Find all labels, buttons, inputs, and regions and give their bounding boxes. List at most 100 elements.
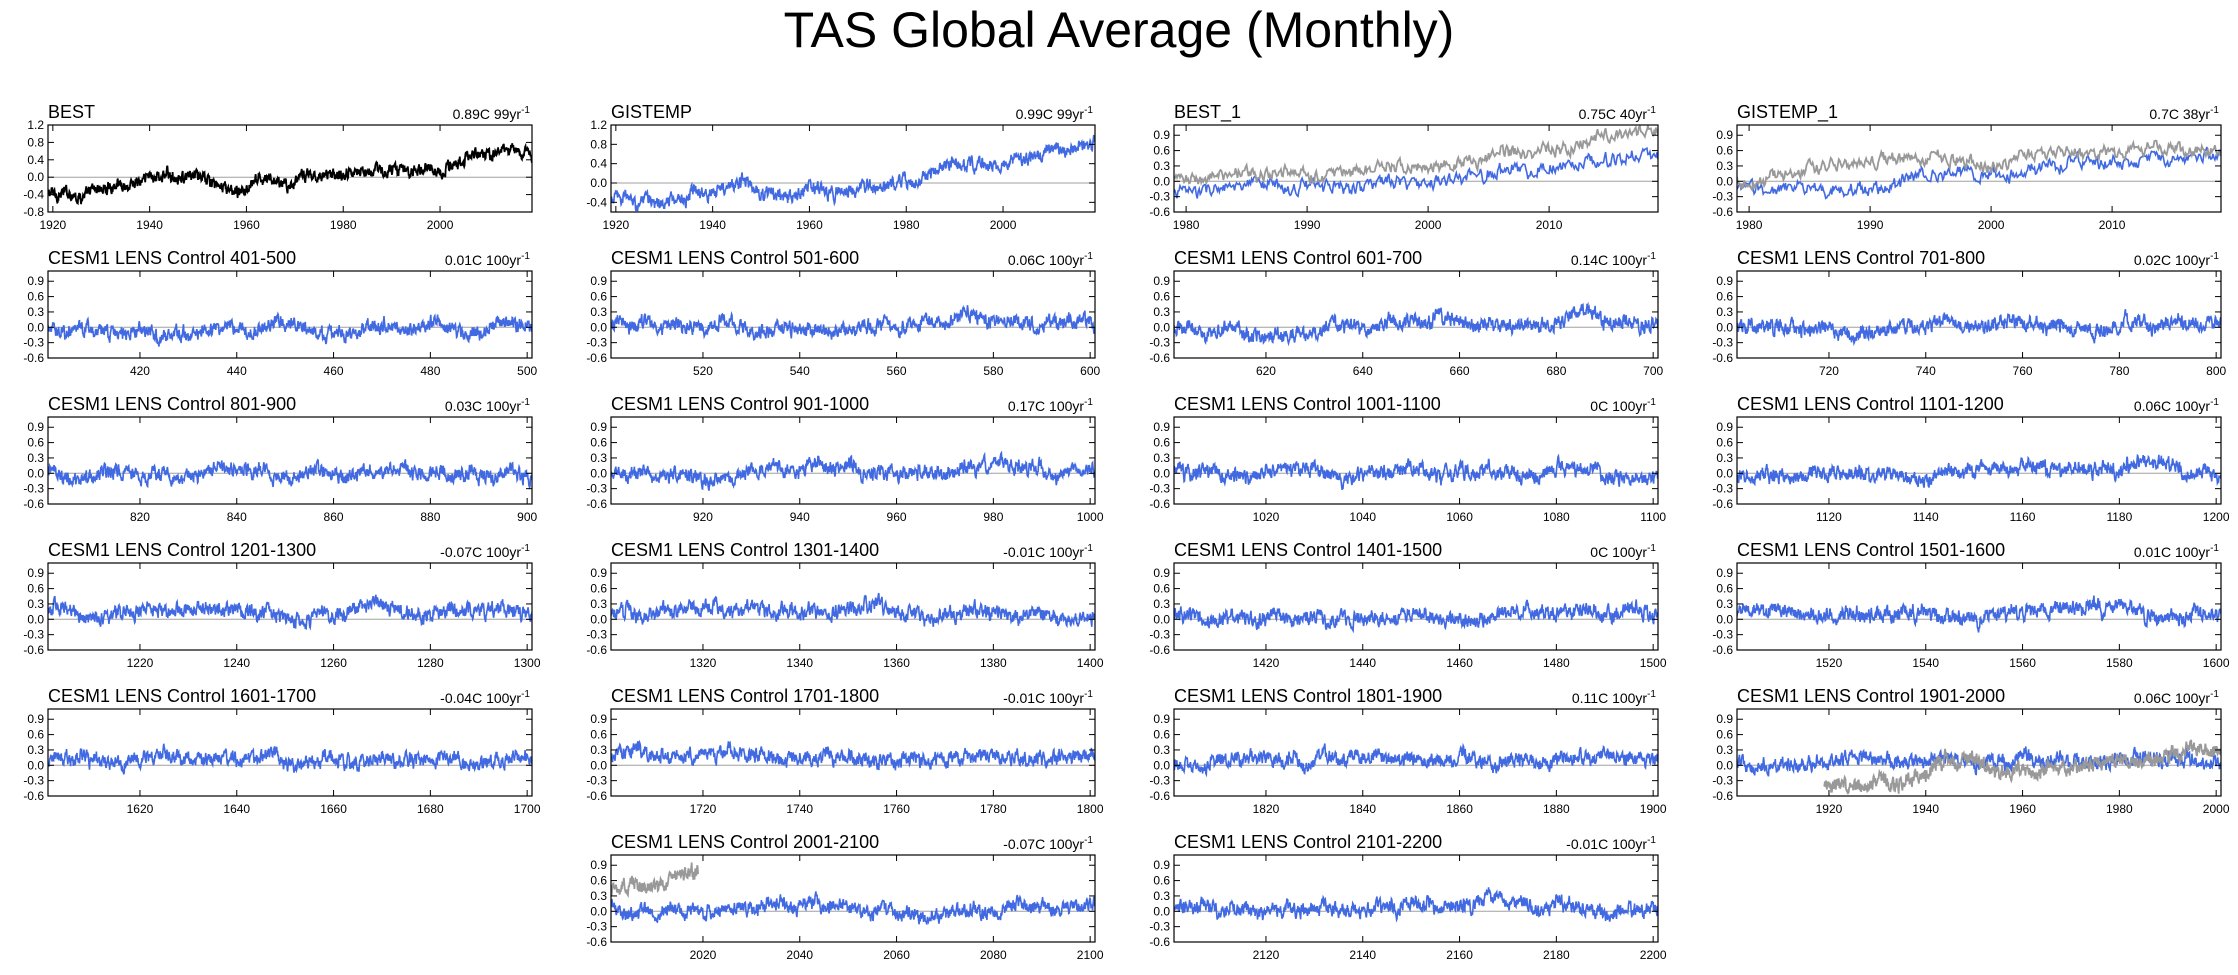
plot-frame [47,124,533,213]
series-line-model [1737,453,2221,488]
x-tick-label: 2100 [1077,948,1104,962]
y-tick-label: 0.6 [27,290,44,304]
y-tick-label: 0.9 [1153,128,1170,142]
trend-value: 0C 100yr [1590,544,1647,560]
series-line-model [1737,746,2221,777]
x-tick-label: 660 [1450,364,1470,378]
y-tick-label: 0.0 [590,176,607,190]
series-line-model [611,739,1095,771]
panel-ctl-1301-1400: CESM1 LENS Control 1301-1400 -0.01C 100yr… [586,540,1104,670]
trend-exponent: -1 [1647,397,1656,408]
y-tick-label: 0.9 [1153,420,1170,434]
y-tick-label: -0.6 [23,351,44,365]
y-tick-label: 0.6 [590,436,607,450]
trend-label: -0.07C 100yr-1 [440,543,530,560]
x-tick-label: 1980 [330,218,357,232]
x-tick-label: 860 [324,510,344,524]
panel-title: CESM1 LENS Control 2001-2100 [611,832,879,852]
y-tick-label: -0.6 [1712,643,1733,657]
y-tick-label: 0.9 [1716,420,1733,434]
panel-BEST_1: BEST_1 0.75C 40yr-1 -0.6-0.3 0.00.30.6 0.9 19… [1149,102,1659,232]
x-tick-label: 700 [1643,364,1663,378]
x-tick-label: 1520 [1816,656,1843,670]
panel-ctl-1501-1600: CESM1 LENS Control 1501-1600 0.01C 100yr-… [1712,540,2230,670]
x-tick-label: 440 [227,364,247,378]
x-tick-label: 1160 [2010,510,2036,524]
trend-value: 0.06C 100yr [1008,252,1085,268]
y-tick-label: 0.3 [1716,305,1733,319]
trend-value: 0.7C 38yr [2149,106,2210,122]
y-tick-label: -0.6 [1149,351,1170,365]
x-tick-label: 1540 [1912,656,1939,670]
x-tick-label: 1060 [1446,510,1473,524]
plot-frame [1173,416,1659,505]
y-tick-label: 0.9 [27,712,44,726]
plot-frame [610,270,1096,359]
trend-label: 0C 100yr-1 [1590,397,1656,414]
x-tick-label: 1760 [883,802,910,816]
y-tick-label: -0.3 [1149,774,1170,788]
x-tick-label: 1700 [514,802,541,816]
plot-frame [1173,124,1659,213]
panel-ctl-1001-1100: CESM1 LENS Control 1001-1100 0C 100yr-1 -0… [1149,394,1666,524]
trend-exponent: -1 [1084,689,1093,700]
y-tick-label: 0.0 [1716,612,1733,626]
x-tick-label: 1720 [690,802,717,816]
y-tick-label: 0.3 [1153,597,1170,611]
plot-frame [1173,708,1659,797]
trend-value: 0.03C 100yr [445,398,522,414]
y-tick-label: 0.9 [27,420,44,434]
series-line-model [1737,595,2221,633]
x-tick-label: 2040 [786,948,813,962]
trend-value: -0.07C 100yr [440,544,521,560]
x-tick-label: 480 [420,364,440,378]
series-line-model [611,450,1095,491]
x-tick-label: 1480 [1543,656,1570,670]
x-tick-label: 980 [983,510,1003,524]
x-tick-label: 2000 [990,218,1017,232]
panel-title: GISTEMP [611,102,692,122]
x-tick-label: 1560 [2009,656,2036,670]
y-tick-label: -0.6 [586,789,607,803]
y-tick-label: -0.3 [1712,482,1733,496]
trend-label: -0.01C 100yr-1 [1003,689,1093,706]
y-tick-label: 0.3 [1153,451,1170,465]
x-tick-label: 1100 [1640,510,1666,524]
y-tick-label: -0.3 [586,336,607,350]
x-tick-label: 960 [887,510,907,524]
x-tick-label: 1460 [1446,656,1473,670]
y-tick-label: 0.0 [1153,174,1170,188]
y-tick-label: -0.3 [1712,336,1733,350]
x-tick-label: 740 [1916,364,1936,378]
y-tick-label: 0.6 [590,290,607,304]
panel-title: GISTEMP_1 [1737,102,1838,123]
trend-value: 0C 100yr [1590,398,1647,414]
trend-exponent: -1 [1647,835,1656,846]
trend-value: -0.01C 100yr [1003,544,1084,560]
y-tick-label: -0.3 [1149,628,1170,642]
y-tick-label: 0.0 [27,612,44,626]
y-tick-label: -0.4 [23,188,44,202]
y-tick-label: -0.6 [586,643,607,657]
y-tick-label: 0.6 [27,582,44,596]
y-tick-label: 0.0 [1716,320,1733,334]
y-tick-label: 0.0 [590,758,607,772]
trend-exponent: -1 [1084,835,1093,846]
y-tick-label: -0.3 [23,482,44,496]
panel-ctl-601-700: CESM1 LENS Control 601-700 0.14C 100yr-1-… [1149,248,1663,378]
x-tick-label: 1400 [1077,656,1104,670]
panel-title: CESM1 LENS Control 1001-1100 [1174,394,1441,414]
x-tick-label: 1280 [417,656,444,670]
y-tick-label: -0.3 [1149,482,1170,496]
y-tick-label: 0.0 [1153,612,1170,626]
x-tick-label: 1640 [223,802,250,816]
y-tick-label: -0.6 [1712,205,1733,219]
series-line-model [48,311,532,347]
trend-value: 0.06C 100yr [2134,690,2211,706]
panel-ctl-1701-1800: CESM1 LENS Control 1701-1800 -0.01C 100yr… [586,686,1104,816]
trend-exponent: -1 [521,105,530,116]
x-tick-label: 1120 [1816,510,1842,524]
y-tick-label: 0.3 [1716,451,1733,465]
series-line-obs [611,862,699,899]
y-tick-label: -0.6 [1712,789,1733,803]
